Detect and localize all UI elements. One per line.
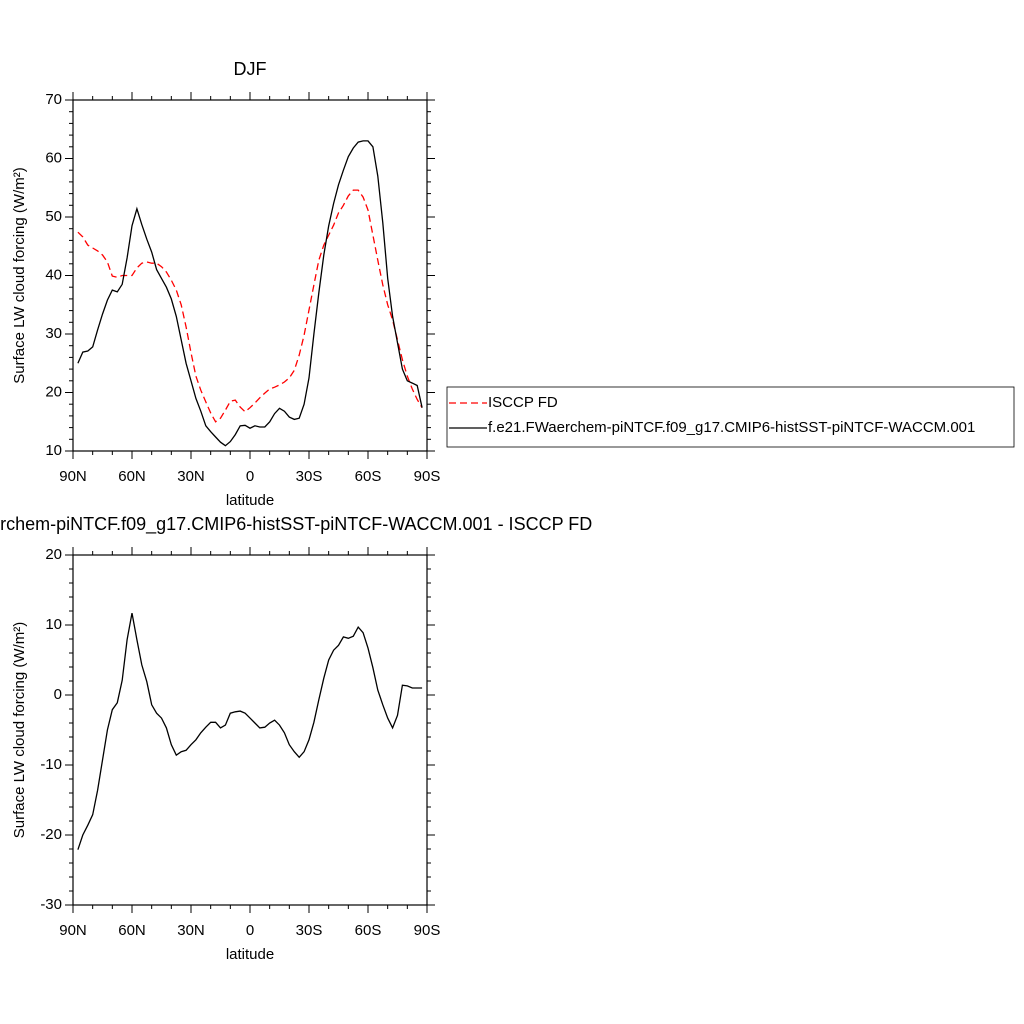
x-tick-label: 60N (118, 468, 146, 485)
y-tick-label: 10 (45, 442, 62, 459)
chart-title: DJF (234, 59, 267, 79)
plot-frame (72, 554, 428, 906)
data-line (77, 140, 423, 447)
legend-label: f.e21.FWaerchem-piNTCF.f09_g17.CMIP6-his… (488, 419, 975, 436)
data-line (77, 612, 423, 850)
x-tick-label: 30N (177, 468, 205, 485)
x-tick-label: 60S (355, 922, 382, 939)
y-axis-label: Surface LW cloud forcing (W/m²) (11, 167, 28, 383)
x-tick-label: 30S (296, 468, 323, 485)
legend-box (446, 386, 1015, 448)
y-tick-label: 50 (45, 208, 62, 225)
x-tick-label: 0 (246, 468, 254, 485)
y-tick-label: 10 (45, 616, 62, 633)
x-tick-label: 30N (177, 922, 205, 939)
x-tick-label: 90N (59, 922, 87, 939)
y-tick-label: 60 (45, 149, 62, 166)
x-tick-label: 30S (296, 922, 323, 939)
plot-frame (72, 99, 428, 452)
chart-title: f.e21.FWaerchem-piNTCF.f09_g17.CMIP6-his… (0, 514, 592, 535)
y-tick-label: 70 (45, 91, 62, 108)
y-tick-label: 40 (45, 266, 62, 283)
legend-label: ISCCP FD (488, 394, 558, 411)
y-tick-label: 0 (54, 686, 62, 703)
y-tick-label: -30 (40, 896, 62, 913)
y-axis-label: Surface LW cloud forcing (W/m²) (11, 622, 28, 838)
x-tick-label: 0 (246, 922, 254, 939)
x-axis-label: latitude (226, 492, 274, 509)
x-axis-label: latitude (226, 946, 274, 963)
x-tick-label: 90S (414, 922, 441, 939)
x-tick-label: 60N (118, 922, 146, 939)
x-tick-label: 90N (59, 468, 87, 485)
y-tick-label: 20 (45, 546, 62, 563)
y-tick-label: -10 (40, 756, 62, 773)
y-tick-label: 30 (45, 325, 62, 342)
y-tick-label: -20 (40, 826, 62, 843)
x-tick-label: 60S (355, 468, 382, 485)
y-tick-label: 20 (45, 383, 62, 400)
data-line (77, 189, 423, 423)
x-tick-label: 90S (414, 468, 441, 485)
